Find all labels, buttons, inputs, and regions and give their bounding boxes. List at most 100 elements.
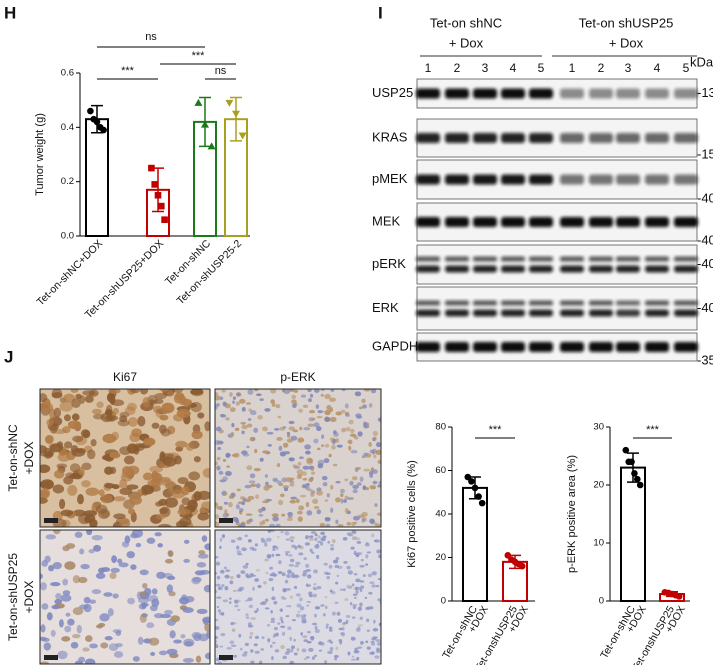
cell-nucleus [297, 544, 302, 549]
cell-nucleus [242, 453, 250, 457]
cell-nucleus [369, 474, 374, 478]
cell-nucleus [229, 640, 235, 645]
cell-nucleus [295, 561, 301, 565]
cell-nucleus [242, 564, 249, 569]
cell-nucleus [360, 641, 364, 645]
cell-nucleus [159, 389, 170, 392]
cell-nucleus [282, 485, 289, 489]
cell-nucleus [248, 518, 254, 523]
cell-nucleus [230, 539, 236, 543]
cell-nucleus [271, 655, 274, 661]
cell-nucleus [137, 636, 144, 645]
cell-nucleus [370, 389, 377, 394]
cell-nucleus [258, 508, 262, 514]
cell-nucleus [378, 554, 381, 559]
cell-nucleus [245, 562, 249, 566]
cell-nucleus [132, 656, 140, 662]
cell-nucleus [297, 461, 302, 466]
band [674, 256, 698, 262]
cell-nucleus [193, 456, 201, 463]
cell-nucleus [164, 609, 173, 615]
cell-nucleus [161, 402, 175, 414]
cell-nucleus [309, 595, 314, 598]
cell-nucleus [98, 622, 106, 628]
cell-nucleus [180, 486, 190, 496]
row-label: +DOX [22, 580, 36, 613]
cell-nucleus [49, 424, 58, 434]
cell-nucleus [261, 519, 266, 525]
scale-bar [44, 655, 58, 660]
cell-nucleus [330, 389, 335, 392]
cell-nucleus [40, 497, 48, 504]
cell-nucleus [62, 578, 69, 586]
cell-nucleus [256, 607, 259, 612]
cell-nucleus [67, 618, 75, 626]
tissue [215, 530, 381, 664]
cell-nucleus [361, 518, 365, 523]
cell-nucleus [302, 635, 308, 639]
cell-nucleus [253, 643, 258, 647]
cell-nucleus [92, 408, 102, 415]
cell-nucleus [296, 475, 302, 480]
band [529, 133, 553, 143]
cell-nucleus [252, 586, 255, 591]
cell-nucleus [329, 437, 335, 442]
cell-nucleus [365, 563, 369, 566]
cell-nucleus [336, 611, 341, 616]
cell-nucleus [372, 469, 378, 475]
cell-nucleus [324, 595, 328, 599]
cell-nucleus [234, 604, 239, 608]
band [616, 342, 640, 352]
cell-nucleus [335, 646, 339, 650]
cell-nucleus [130, 389, 141, 394]
data-point [93, 118, 101, 126]
cell-nucleus [343, 621, 348, 625]
cell-nucleus [71, 448, 86, 457]
cell-nucleus [250, 660, 255, 664]
band [560, 300, 584, 306]
cell-nucleus [260, 648, 265, 651]
cell-nucleus [264, 542, 268, 547]
cell-nucleus [51, 389, 63, 398]
cell-nucleus [169, 630, 176, 639]
cell-nucleus [253, 467, 261, 472]
cell-nucleus [263, 485, 270, 491]
cell-nucleus [222, 458, 227, 462]
cell-nucleus [221, 534, 226, 539]
y-tick-label: 80 [435, 422, 446, 433]
cell-nucleus [324, 660, 328, 664]
cell-nucleus [234, 518, 240, 524]
cell-nucleus [82, 647, 90, 652]
row-label: MEK [372, 213, 401, 228]
cell-nucleus [62, 545, 70, 552]
lane-number: 3 [625, 61, 632, 75]
cell-nucleus [290, 496, 298, 500]
cell-nucleus [221, 389, 226, 393]
cell-nucleus [276, 463, 281, 468]
cell-nucleus [247, 418, 252, 421]
cell-nucleus [292, 429, 299, 433]
cell-nucleus [328, 626, 333, 630]
cell-nucleus [288, 553, 293, 557]
cell-nucleus [44, 555, 51, 563]
significance-label: ns [215, 65, 227, 77]
cell-nucleus [369, 485, 376, 490]
band [560, 88, 584, 99]
cell-nucleus [46, 612, 53, 621]
cell-nucleus [219, 645, 224, 648]
cell-nucleus [119, 487, 133, 496]
cell-nucleus [314, 613, 317, 618]
cell-nucleus [146, 622, 155, 629]
cell-nucleus [52, 484, 65, 494]
cell-nucleus [316, 586, 322, 590]
cell-nucleus [215, 561, 220, 566]
cell-nucleus [71, 413, 80, 421]
cell-nucleus [330, 547, 335, 551]
cell-nucleus [88, 549, 95, 554]
band [589, 256, 613, 262]
cell-nucleus [310, 636, 315, 641]
cell-nucleus [306, 510, 313, 516]
cell-nucleus [299, 494, 307, 498]
cell-nucleus [338, 627, 343, 631]
cell-nucleus [329, 416, 337, 423]
